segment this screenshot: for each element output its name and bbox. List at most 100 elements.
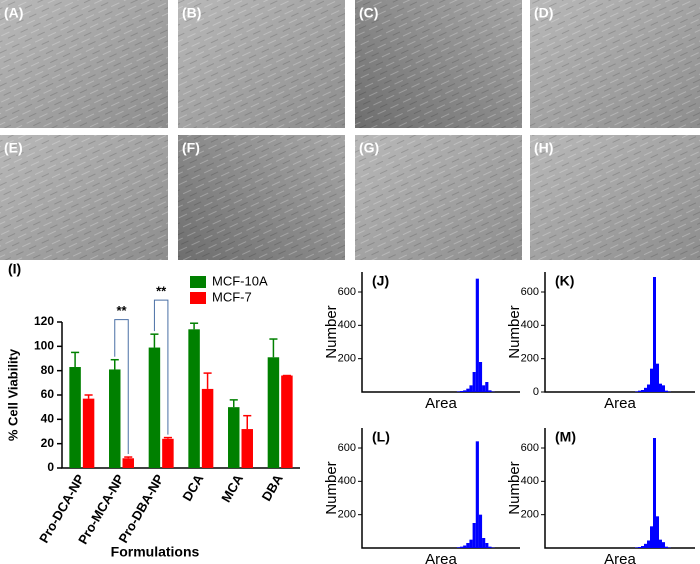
x-tick-label: MCA [218,471,246,505]
axis [544,428,695,549]
histogram-bar [647,540,650,548]
y-axis-label: Number [506,305,523,358]
histogram-bar [469,539,473,548]
panel-label: (J) [372,273,389,289]
y-tick-label: 600 [338,442,356,454]
legend-swatch [190,276,206,288]
error-bar [243,414,252,430]
y-tick-label: 80 [41,363,55,377]
panel-label: (E) [4,140,23,156]
panel-label: (L) [372,429,390,445]
y-tick-label: 400 [521,475,539,487]
micrograph-texture [530,135,700,260]
histogram-bar [456,547,460,548]
panel-label: (H) [534,140,553,156]
error-bar [190,322,199,330]
histogram-bar [656,516,659,548]
panel-label: (D) [534,5,553,21]
y-tick-label: 400 [338,475,356,487]
y-tick-label: 400 [338,319,356,331]
legend-swatch [190,292,206,304]
histogram-bar [665,546,668,548]
histogram-bar [456,391,460,392]
panel-label: (G) [359,140,379,156]
histogram-bar [463,390,467,392]
y-tick-label: 600 [521,442,539,454]
micrograph-texture [0,0,168,128]
histogram-bar [466,543,470,548]
bar [281,375,293,468]
histogram-bar [638,390,641,392]
error-bar [163,436,172,439]
panel-label: (C) [359,5,378,21]
legend-label: MCF-7 [212,289,252,304]
micrograph-texture [355,135,522,260]
error-bar [71,351,80,368]
bar [241,429,253,468]
significance-label: ** [116,303,127,318]
histogram-bar [488,546,492,548]
y-tick-label: 20 [41,436,55,450]
histogram-bar [659,383,662,392]
histogram-bar [472,372,476,392]
axis [544,272,695,393]
histogram-bar [488,390,492,392]
histogram-bar [459,391,464,392]
histogram-bar [485,543,489,548]
x-tick-label: DBA [259,471,286,503]
histogram-bar [641,546,644,548]
y-tick-label: 200 [338,509,356,521]
axis [61,322,300,469]
histogram-bar [635,391,638,392]
histogram-bar [662,385,665,392]
bar [82,398,95,468]
bar [201,388,214,468]
panel-label: (F) [182,140,200,156]
y-tick-label: 200 [338,353,356,365]
y-tick-label: 400 [521,319,539,331]
significance-bracket [114,319,129,455]
bar [228,407,240,468]
bar [188,329,200,468]
histogram-bar [641,390,644,392]
legend-label: MCF-10A [212,273,268,288]
y-tick-label: 600 [521,286,539,298]
histogram-bar [647,384,650,392]
histogram-bar [656,363,659,392]
bar [148,347,161,468]
micrograph-texture [0,135,168,260]
error-bar [229,399,238,408]
y-tick-label: 200 [521,509,539,521]
panel-label: (M) [555,429,576,445]
histogram-bar [485,382,489,392]
y-tick-label: 0 [533,386,539,398]
y-axis-label: % Cell Viability [5,348,20,441]
bar [162,438,174,468]
y-tick-label: 600 [338,286,356,298]
y-tick-label: 60 [41,387,55,401]
histogram-bar [653,438,656,548]
panel-label: (B) [182,5,201,21]
histogram-bar [659,539,662,548]
histogram-bar [665,390,668,392]
significance-label: ** [156,284,167,299]
error-bar [110,358,119,370]
micrograph-texture [178,135,345,260]
error-bar [124,456,133,459]
panel-label: (K) [555,273,574,289]
y-tick-label: 120 [34,314,54,328]
error-bar [150,333,159,348]
bar [69,367,81,468]
histogram-bar [463,545,467,548]
histogram-bar [650,526,653,548]
panel-label: (I) [8,261,21,277]
axis [361,428,520,549]
x-axis-label: Area [425,395,457,412]
histogram-bar [482,385,486,392]
x-axis-label: Area [604,395,636,412]
histogram-bar [644,543,647,548]
histogram-bar [650,368,653,392]
histogram-bar [653,277,656,392]
y-tick-label: 100 [34,339,54,353]
histogram-bar [466,388,470,392]
